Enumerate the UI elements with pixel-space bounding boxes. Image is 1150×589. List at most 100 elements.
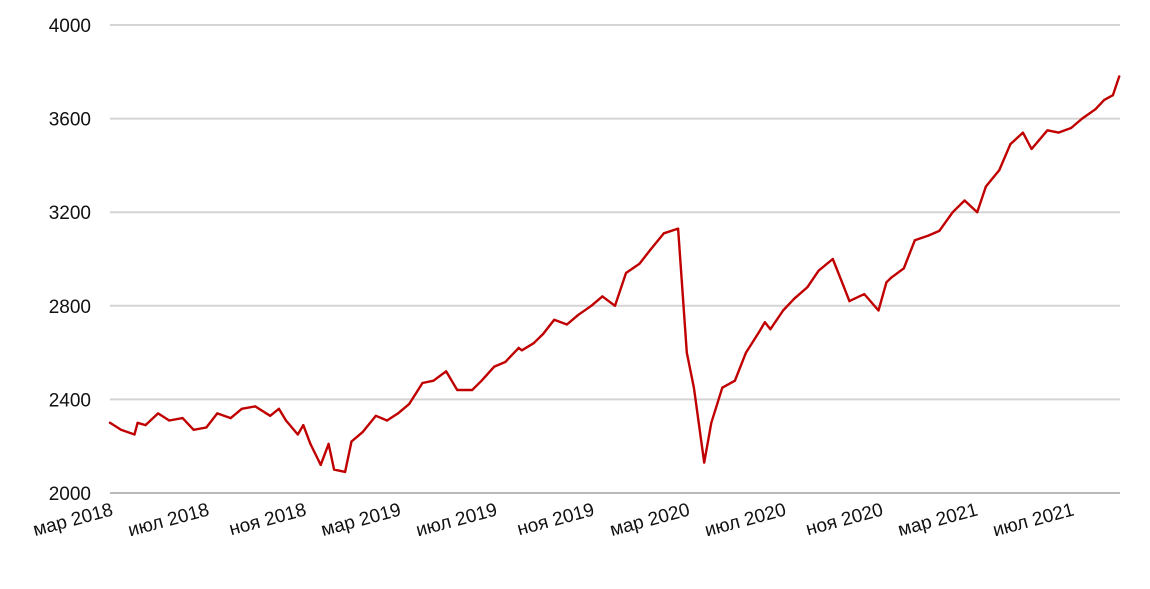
data-point xyxy=(1057,131,1060,134)
x-tick-label: мар 2020 xyxy=(608,500,692,541)
data-point xyxy=(590,304,593,307)
data-point xyxy=(493,365,496,368)
data-point xyxy=(638,262,641,265)
data-point xyxy=(565,323,569,326)
data-point xyxy=(902,267,905,270)
y-tick-label: 2000 xyxy=(49,484,91,505)
data-point xyxy=(758,330,761,333)
data-point xyxy=(976,211,979,214)
data-point xyxy=(269,414,272,417)
y-tick-label: 4000 xyxy=(49,16,91,37)
data-point xyxy=(421,381,424,385)
data-point xyxy=(532,342,535,345)
data-point xyxy=(863,293,866,296)
x-axis-tick-labels: мар 2018 июл 2018 ноя 2018 мар 2019 июл 2019… xyxy=(31,500,1076,542)
data-point xyxy=(1021,131,1024,134)
data-point xyxy=(344,470,347,473)
data-point xyxy=(913,239,916,242)
data-point xyxy=(951,211,954,214)
data-point xyxy=(769,328,772,331)
data-point xyxy=(277,407,280,410)
data-point xyxy=(192,428,195,431)
data-point xyxy=(1081,117,1084,120)
data-point xyxy=(361,431,364,434)
data-point xyxy=(1009,143,1012,146)
data-point xyxy=(480,379,483,382)
data-point xyxy=(157,412,160,415)
data-point xyxy=(456,388,459,392)
data-point xyxy=(240,407,243,410)
x-tick-label: ноя 2019 xyxy=(515,500,597,541)
data-point xyxy=(576,314,580,317)
data-point xyxy=(205,426,208,429)
data-point xyxy=(309,442,312,445)
x-tick-label: ноя 2020 xyxy=(804,500,886,541)
data-point xyxy=(877,309,880,312)
data-point xyxy=(721,386,724,389)
data-point xyxy=(763,321,767,324)
data-point xyxy=(133,433,136,436)
data-point xyxy=(927,234,930,237)
data-point xyxy=(216,412,219,415)
x-tick-label: мар 2021 xyxy=(896,500,980,541)
y-tick-label: 2800 xyxy=(49,297,91,318)
data-point xyxy=(520,349,524,352)
gridlines xyxy=(110,24,1120,494)
data-point xyxy=(408,403,411,406)
data-point xyxy=(108,421,112,424)
data-point xyxy=(692,386,696,389)
data-point xyxy=(302,424,305,427)
data-point xyxy=(782,309,785,312)
data-point xyxy=(677,227,680,230)
data-point xyxy=(327,442,330,445)
data-point xyxy=(998,169,1001,172)
data-point xyxy=(374,414,377,417)
y-axis-tick-labels: 2000 2400 2800 3200 3600 4000 xyxy=(49,16,91,505)
series-group xyxy=(108,75,1121,474)
x-tick-label: июл 2020 xyxy=(703,500,789,542)
x-tick-label: ноя 2018 xyxy=(227,500,309,541)
data-point xyxy=(144,424,147,427)
data-point xyxy=(685,351,688,354)
y-tick-label: 2400 xyxy=(49,390,91,411)
data-point xyxy=(624,271,628,275)
data-point xyxy=(613,304,617,307)
data-point xyxy=(168,419,171,422)
data-point xyxy=(1094,108,1097,111)
x-tick-label: июл 2018 xyxy=(126,500,212,542)
data-point xyxy=(181,417,184,420)
x-tick-label: мар 2018 xyxy=(31,500,115,541)
data-point xyxy=(504,360,507,364)
data-point xyxy=(296,433,299,436)
data-point xyxy=(350,440,353,443)
data-point xyxy=(333,468,336,471)
data-point xyxy=(517,346,520,349)
data-point xyxy=(601,295,604,298)
data-point xyxy=(445,370,448,373)
data-point xyxy=(432,379,435,382)
data-point xyxy=(890,276,893,279)
data-point xyxy=(1046,129,1049,132)
data-point xyxy=(938,229,941,232)
data-point xyxy=(319,463,322,466)
data-point xyxy=(963,199,966,202)
x-tick-label: мар 2019 xyxy=(319,500,403,541)
data-point xyxy=(733,379,737,382)
data-point xyxy=(885,281,888,284)
data-point xyxy=(1030,147,1033,151)
data-point xyxy=(848,300,851,303)
data-point xyxy=(817,269,820,272)
data-point xyxy=(649,248,652,251)
data-point xyxy=(284,419,288,422)
x-tick-label: июл 2021 xyxy=(991,500,1077,542)
data-point xyxy=(136,421,139,424)
data-point xyxy=(744,351,748,354)
y-tick-label: 3200 xyxy=(49,203,91,224)
data-point xyxy=(1070,126,1073,130)
data-point xyxy=(1118,75,1121,78)
data-point xyxy=(831,257,834,261)
data-point xyxy=(396,412,400,415)
series-line xyxy=(108,75,1121,474)
data-point xyxy=(542,332,545,335)
data-point xyxy=(1103,98,1106,101)
